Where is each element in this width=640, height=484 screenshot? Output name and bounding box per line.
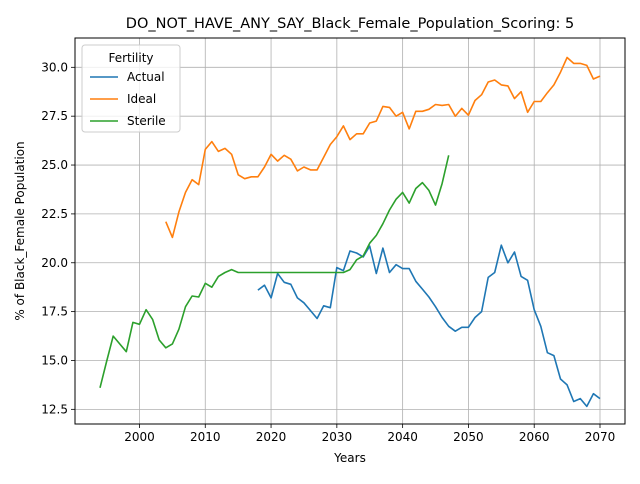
x-tick-label: 2020 [256, 430, 287, 444]
axes-frame [74, 37, 626, 425]
x-axis-label: Years [333, 451, 366, 465]
legend-label-actual: Actual [127, 70, 165, 84]
legend-label-sterile: Sterile [127, 114, 166, 128]
y-tick-label: 22.5 [41, 207, 68, 221]
x-tick-label: 2000 [124, 430, 155, 444]
x-tick-label: 2010 [190, 430, 221, 444]
chart-title: DO_NOT_HAVE_ANY_SAY_Black_Female_Populat… [126, 16, 574, 32]
y-tick-label: 30.0 [41, 60, 68, 74]
y-tick-label: 17.5 [41, 305, 68, 319]
legend-items: Actual Ideal Sterile [90, 70, 166, 128]
y-tick-label: 15.0 [41, 353, 68, 367]
series-line-sterile [99, 155, 450, 388]
series-lines [99, 56, 601, 408]
ticks: 2000 2010 2020 2030 2040 2050 2060 2070 12.5 15.0… [41, 60, 615, 444]
x-tick-label: 2050 [453, 430, 484, 444]
series-line-ideal [165, 56, 601, 239]
series-line-actual [257, 244, 601, 408]
y-tick-label: 27.5 [41, 109, 68, 123]
grid [75, 38, 625, 424]
y-tick-label: 12.5 [41, 402, 68, 416]
x-tick-label: 2070 [585, 430, 616, 444]
y-tick-label: 25.0 [41, 158, 68, 172]
legend-box [81, 44, 181, 133]
legend: Fertility Actual Ideal Sterile [81, 44, 181, 133]
x-tick-label: 2040 [387, 430, 418, 444]
x-tick-label: 2030 [322, 430, 353, 444]
y-axis-label: % of Black_Female Population [13, 141, 27, 320]
legend-label-ideal: Ideal [127, 92, 156, 106]
x-tick-label: 2060 [519, 430, 550, 444]
y-tick-label: 20.0 [41, 256, 68, 270]
legend-title: Fertility [108, 51, 153, 65]
